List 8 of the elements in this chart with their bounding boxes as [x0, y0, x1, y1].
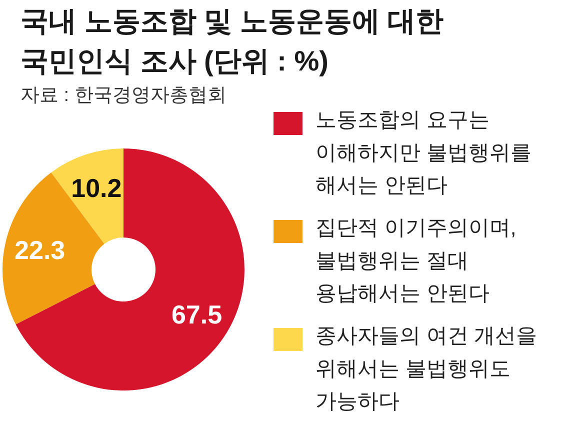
legend-label: 집단적 이기주의이며, 불법행위는 절대 용납해서는 안된다 — [316, 216, 516, 306]
chart-title: 국내 노동조합 및 노동운동에 대한 국민인식 조사 (단위 : %) — [20, 6, 444, 76]
data-label: 22.3 — [14, 234, 66, 265]
data-label: 10.2 — [71, 172, 122, 203]
data-label: 67.5 — [171, 299, 222, 330]
legend-label: 종사자들의 여건 개선을 위해서는 불법행위도 가능하다 — [316, 324, 538, 414]
text: 자료 : 한국경영자총협회 — [20, 85, 226, 106]
legend-label: 노동조합의 요구는 이해하지만 불법행위를 해서는 안된다 — [316, 108, 532, 198]
